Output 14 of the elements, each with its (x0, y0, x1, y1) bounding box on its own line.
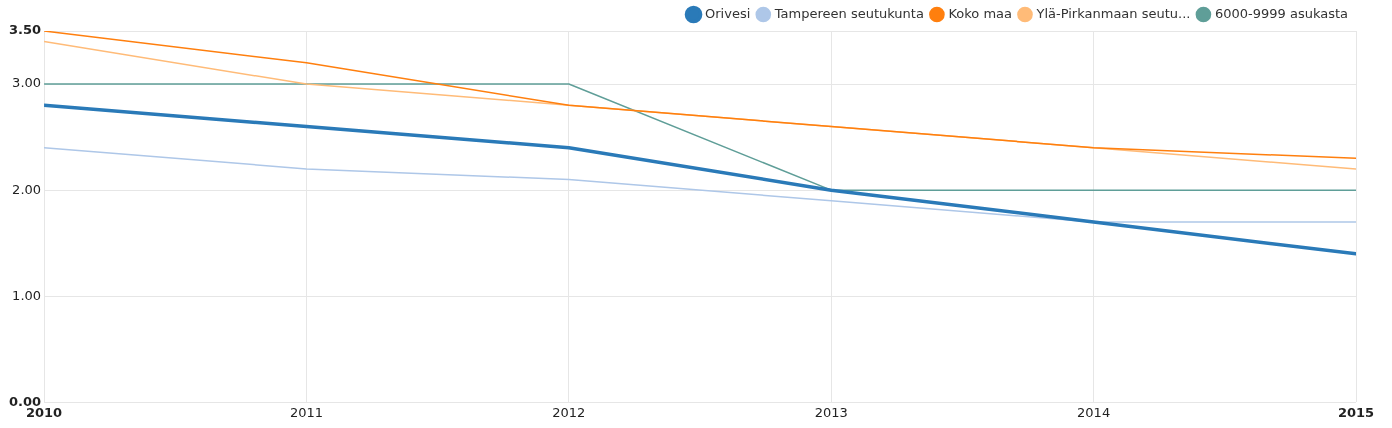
legend-label: Tampereen seutukunta (773, 5, 924, 21)
legend-label: Koko maa (948, 5, 1012, 21)
y-tick-label: 2.00 (12, 181, 42, 197)
legend-label: Orivesi (705, 5, 751, 21)
legend-label: Ylä-Pirkanmaan seutu... (1035, 5, 1191, 21)
x-tick-label: 2014 (1077, 404, 1111, 420)
y-tick-label: 1.00 (12, 287, 42, 303)
y-tick-label: 3.00 (12, 75, 42, 91)
y-tick-label: 3.50 (9, 22, 42, 38)
legend-label: 6000-9999 asukasta (1214, 5, 1349, 21)
x-tick-label: 2013 (814, 404, 848, 420)
x-tick-label: 2011 (289, 404, 324, 420)
x-tick-label: 2012 (552, 404, 586, 420)
x-tick-label: 2015 (1337, 404, 1375, 420)
